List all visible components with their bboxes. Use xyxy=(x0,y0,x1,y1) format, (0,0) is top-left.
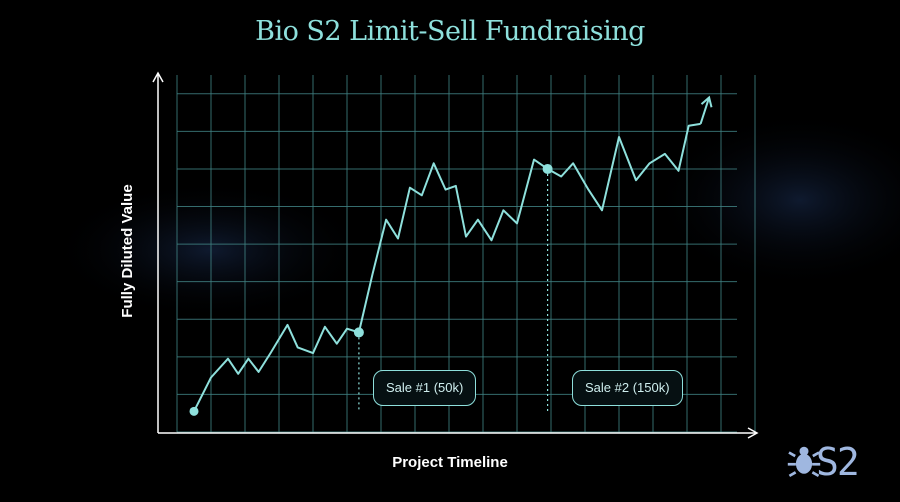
grid xyxy=(176,75,756,433)
bug-icon xyxy=(787,446,821,478)
sale-2-label: Sale #2 (150k) xyxy=(572,370,683,406)
sale-2-point xyxy=(542,163,553,174)
x-axis-label: Project Timeline xyxy=(392,454,508,471)
fdv-line-end xyxy=(699,97,711,125)
series xyxy=(189,95,713,416)
y-axis-arrow xyxy=(152,71,164,83)
sale-1-point xyxy=(353,327,364,338)
y-axis-label: Fully Diluted Value xyxy=(119,184,136,318)
sale-guides xyxy=(358,168,549,412)
background-haze xyxy=(50,110,900,320)
chart-title: Bio S2 Limit-Sell Fundraising xyxy=(255,16,645,47)
start-point xyxy=(189,406,199,416)
axes xyxy=(152,71,759,439)
x-axis-arrow xyxy=(747,427,759,439)
fdv-arrow-head xyxy=(700,95,713,108)
fdv-line xyxy=(193,122,701,412)
logo-text: S2 xyxy=(816,440,860,484)
sale-1-label: Sale #1 (50k) xyxy=(373,370,477,406)
